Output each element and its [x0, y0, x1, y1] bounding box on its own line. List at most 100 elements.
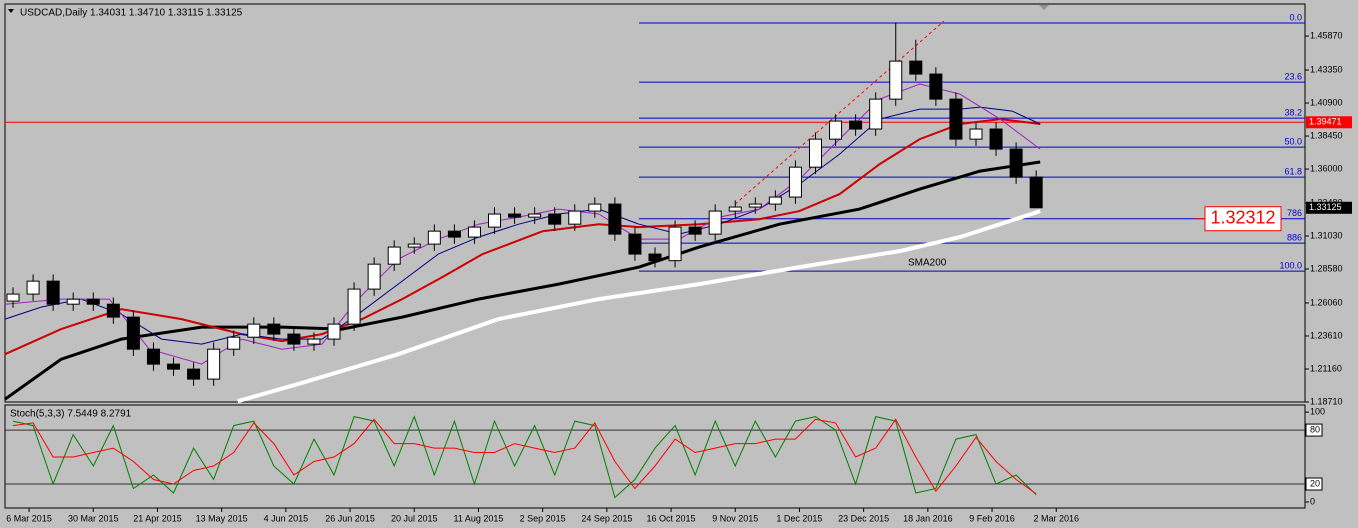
- candle-body: [227, 336, 241, 350]
- x-tick-label: 23 Dec 2015: [838, 513, 889, 523]
- candle-body: [488, 213, 502, 228]
- x-tick-label: 11 Aug 2015: [454, 513, 504, 523]
- sma-label: SMA200: [908, 258, 947, 269]
- chart-title: USDCAD,Daily 1.34031 1.34710 1.33115 1.3…: [20, 8, 243, 19]
- y-tick-label: 20: [1310, 478, 1320, 488]
- stoch-line: [12, 418, 1037, 495]
- candle-body: [26, 280, 40, 295]
- candle-body: [989, 128, 1003, 150]
- y-tick-label: 1.40900: [1310, 97, 1343, 107]
- current-price-tag: [1306, 201, 1352, 214]
- x-tick-label: 9 Nov 2015: [712, 513, 758, 523]
- fib-label: 0.0: [1289, 12, 1302, 22]
- candle-body: [106, 303, 120, 318]
- level-tag: [1305, 423, 1323, 437]
- candle-body: [427, 230, 441, 245]
- candle-body: [728, 206, 742, 212]
- candle-body: [869, 98, 883, 130]
- y-tick-label: 1.31030: [1310, 230, 1343, 240]
- moving-average: [237, 209, 1041, 404]
- candle-body: [768, 196, 782, 205]
- x-tick-label: 24 Sep 2015: [581, 513, 632, 523]
- y-tick-label: 1.26060: [1310, 297, 1343, 307]
- candle-body: [267, 323, 281, 335]
- candle-body: [387, 246, 401, 265]
- candle-body: [628, 233, 642, 255]
- x-tick-label: 16 Oct 2015: [647, 513, 696, 523]
- fib-label: 100.0: [1279, 261, 1302, 271]
- candle-body: [467, 226, 481, 238]
- candle-body: [708, 210, 722, 235]
- moving-average: [4, 118, 1041, 356]
- candle-body: [1029, 176, 1043, 209]
- fib-label: 23.6: [1284, 72, 1302, 82]
- candle-body: [608, 203, 622, 235]
- candle-body: [788, 166, 802, 198]
- stoch-panel: [4, 404, 1306, 509]
- fib-label: 786: [1287, 208, 1302, 218]
- x-tick-label: 13 May 2015: [196, 513, 248, 523]
- x-tick-label: 2 Sep 2015: [520, 513, 566, 523]
- y-tick-label: 80: [1310, 424, 1320, 434]
- menu-arrow: [8, 9, 14, 13]
- candle-body: [307, 338, 321, 345]
- y-tick-label: 1.43350: [1310, 64, 1343, 74]
- candle-body: [548, 213, 562, 225]
- fib-label: 61.8: [1284, 167, 1302, 177]
- candle-body: [588, 203, 602, 212]
- candle-body: [287, 333, 301, 345]
- x-tick-label: 26 Jun 2015: [325, 513, 375, 523]
- candle-body: [327, 323, 341, 340]
- candle-body: [407, 243, 421, 248]
- candle-body: [247, 323, 261, 338]
- candle-body: [167, 363, 181, 370]
- y-tick-label: 1.28580: [1310, 263, 1343, 273]
- fib-label: 50.0: [1284, 136, 1302, 146]
- y-tick-label: 1.45870: [1310, 30, 1343, 40]
- moving-average: [4, 106, 1041, 345]
- candle-body: [568, 210, 582, 225]
- candle-body: [748, 203, 762, 208]
- current-price-label: 1.33125: [1309, 202, 1342, 212]
- y-tick-label: 1.21160: [1310, 363, 1342, 373]
- candle-body: [46, 280, 60, 305]
- candle-body: [347, 288, 361, 325]
- candle-body: [829, 120, 843, 140]
- y-tick-label: 1.18710: [1310, 396, 1343, 406]
- candle-body: [207, 348, 221, 380]
- candle-body: [688, 226, 702, 235]
- x-tick-label: 30 Mar 2015: [68, 513, 119, 523]
- shift-marker: [1039, 5, 1049, 10]
- candle-body: [367, 263, 381, 290]
- y-tick-label: 0: [1310, 496, 1315, 506]
- candle-body: [808, 138, 822, 168]
- x-tick-label: 1 Dec 2015: [776, 513, 822, 523]
- candle-body: [949, 98, 963, 140]
- y-tick-label: 100: [1310, 406, 1325, 416]
- y-tick-label: 1.36000: [1310, 163, 1343, 173]
- fib-label: 38.2: [1284, 107, 1302, 117]
- candle-body: [889, 60, 903, 100]
- price-tag-label: 1.39471: [1309, 117, 1342, 127]
- candle-body: [1009, 148, 1023, 178]
- x-tick-label: 21 Apr 2015: [133, 513, 182, 523]
- x-tick-label: 9 Feb 2016: [969, 513, 1015, 523]
- candle-body: [929, 73, 943, 100]
- y-tick-label: 1.23610: [1310, 330, 1343, 340]
- x-tick-label: 2 Mar 2016: [1033, 513, 1079, 523]
- x-tick-label: 20 Jul 2015: [391, 513, 438, 523]
- candle-body: [528, 213, 542, 218]
- moving-average: [4, 160, 1041, 401]
- fib-label: 886: [1287, 233, 1302, 243]
- price-tag: [1306, 116, 1352, 129]
- level-tag: [1305, 477, 1323, 491]
- candle-body: [126, 316, 140, 350]
- candle-body: [66, 298, 80, 305]
- candle-body: [6, 293, 20, 302]
- candle-body: [668, 226, 682, 262]
- candle-body: [909, 60, 923, 75]
- candle-body: [187, 368, 201, 380]
- x-tick-label: 4 Jun 2015: [264, 513, 309, 523]
